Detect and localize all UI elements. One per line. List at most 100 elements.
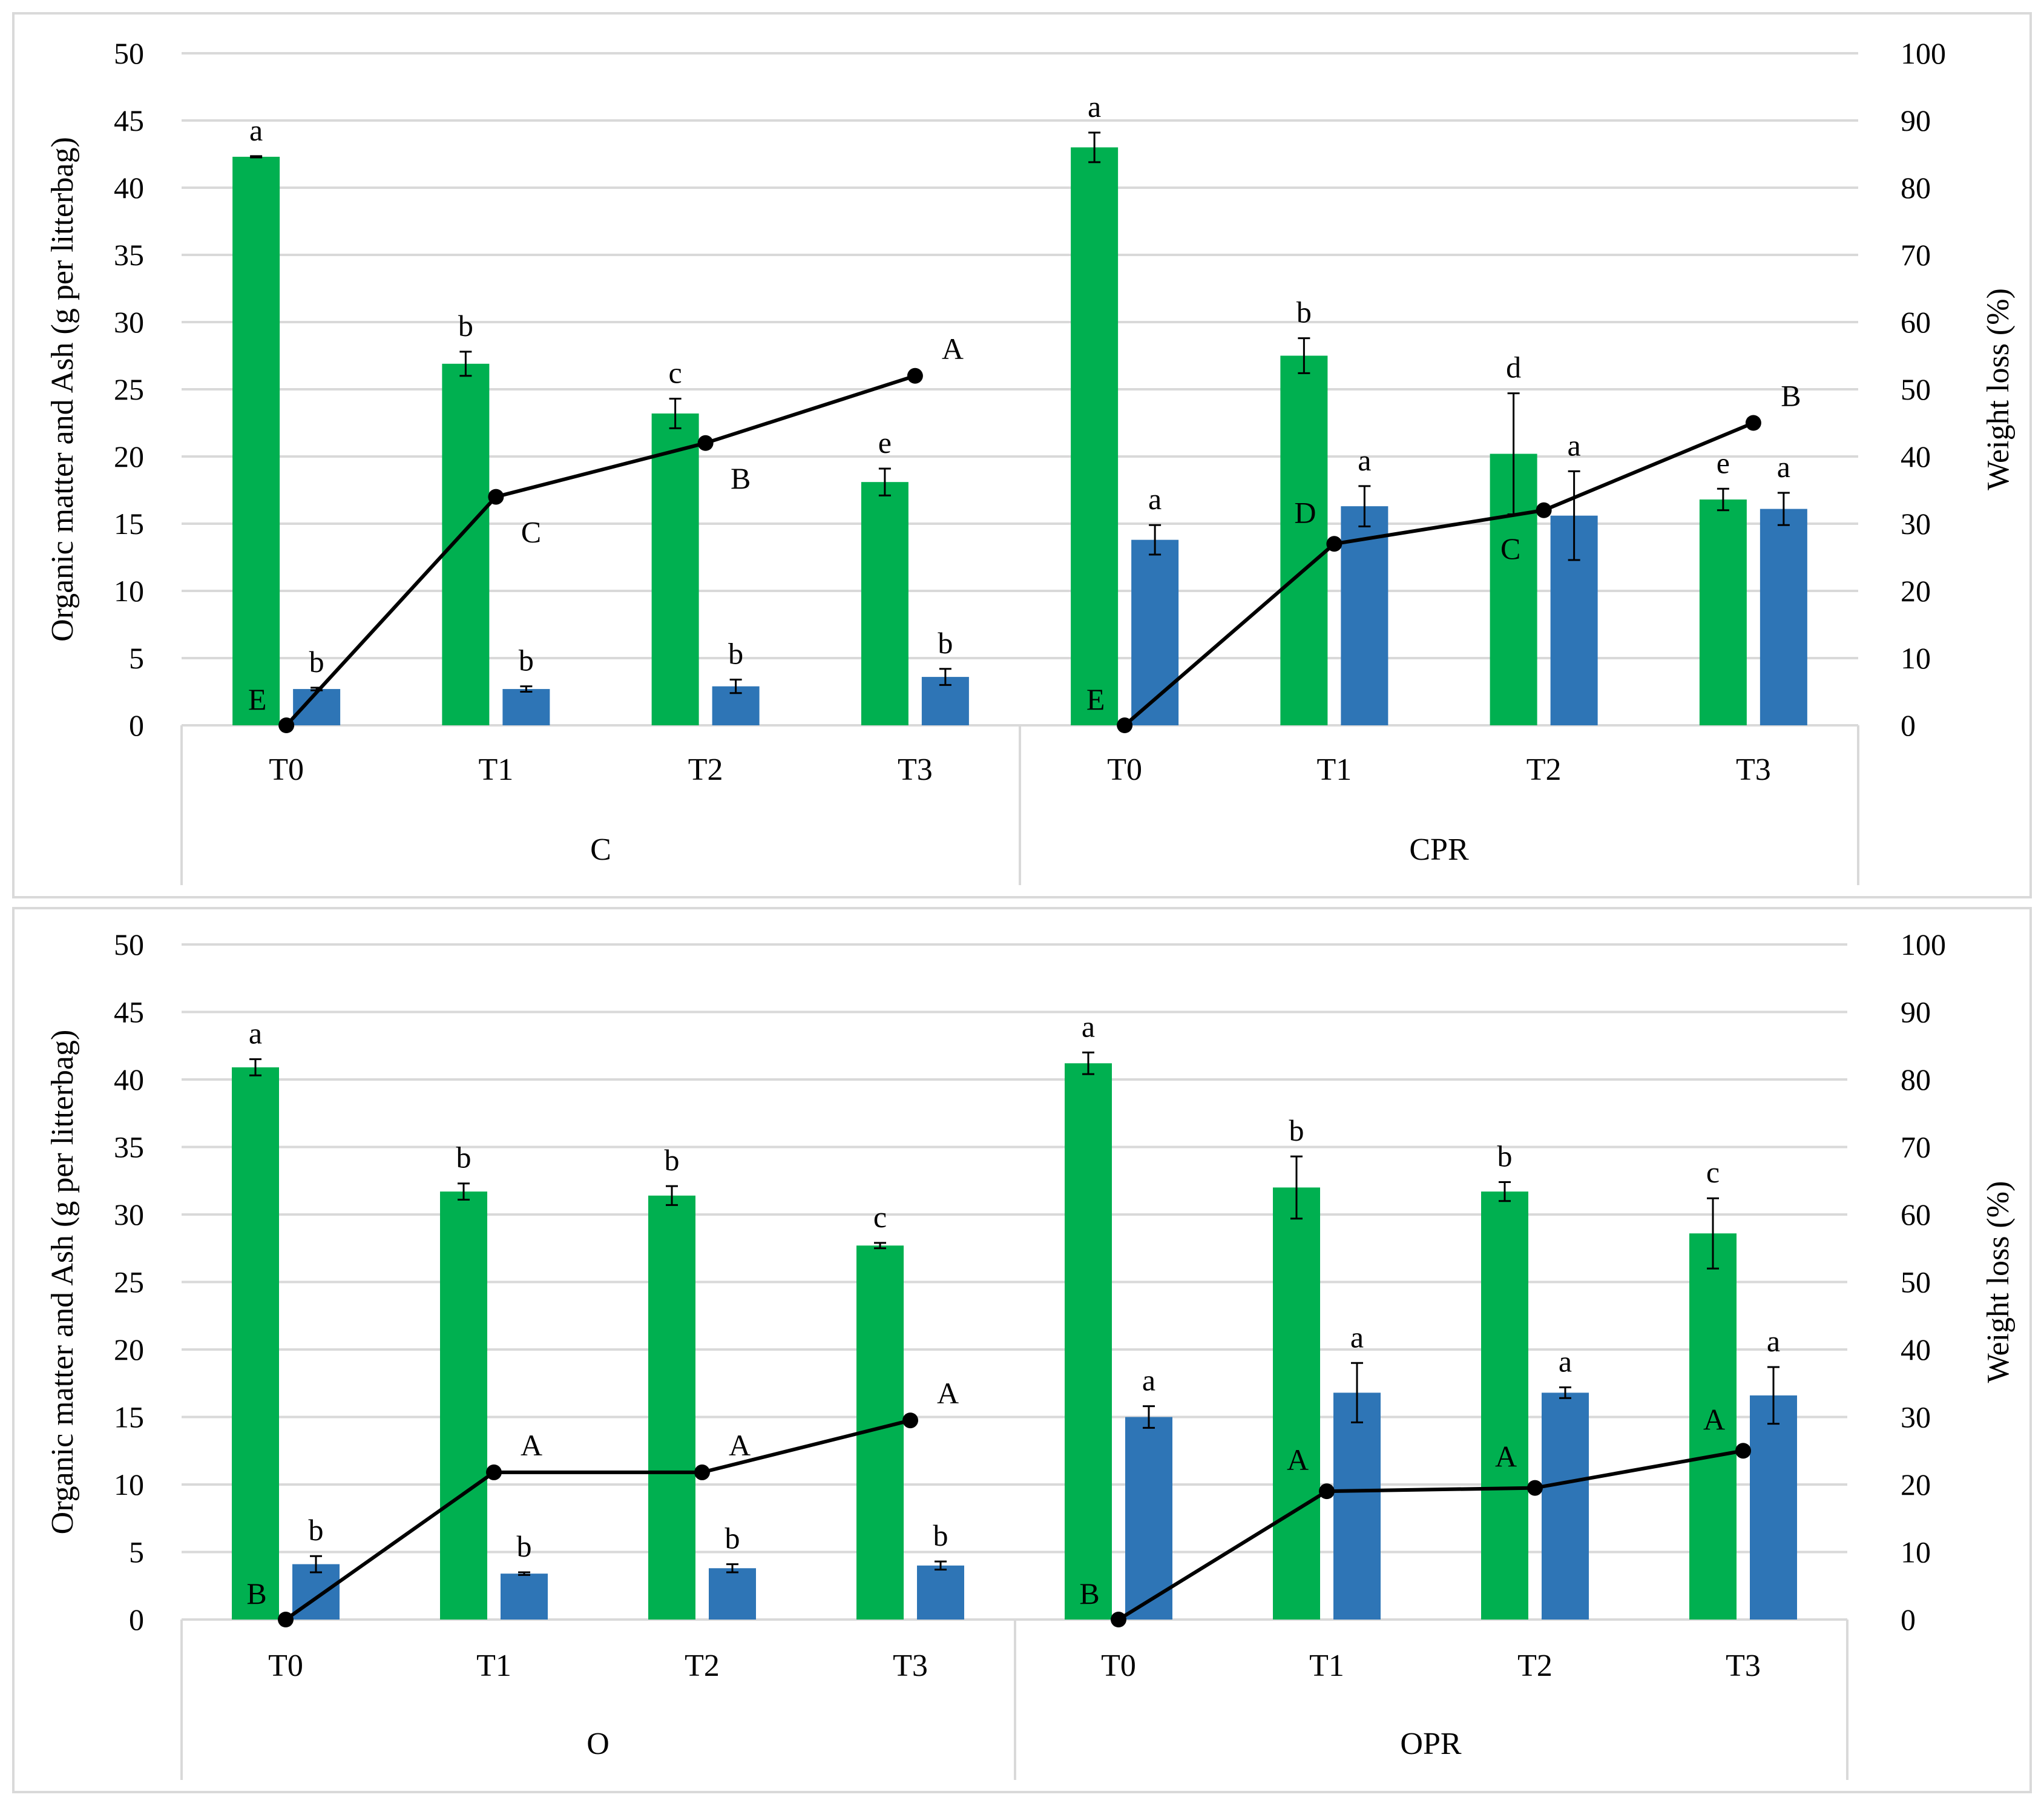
significance-letter: a <box>1148 482 1162 516</box>
chart-panel-top: 0 5 10 15 20 25 30 35 40 45 50 0 10 20 30 40 50 60 70 80 90 1… <box>12 12 2032 898</box>
category-label: T0 <box>1101 1649 1136 1683</box>
category-label: T3 <box>1726 1649 1761 1683</box>
y-tick-label: 45 <box>114 104 144 137</box>
significance-letter: e <box>878 426 892 460</box>
weight-loss-letter: A <box>1287 1443 1309 1477</box>
weight-loss-point <box>486 1464 502 1480</box>
significance-letter: a <box>1358 443 1371 477</box>
weight-loss-line <box>284 1419 911 1621</box>
significance-letter: b <box>1289 1113 1304 1147</box>
category-label: T3 <box>1736 753 1771 787</box>
category-label: T2 <box>685 1649 720 1683</box>
significance-letter: b <box>728 637 743 671</box>
weight-loss-letter: B <box>1079 1577 1099 1610</box>
organic-matter-bar <box>861 482 909 725</box>
weight-loss-letter: E <box>1086 682 1105 716</box>
significance-letter: a <box>1559 1344 1572 1378</box>
y-tick-label: 30 <box>114 305 144 339</box>
organic-matter-bar <box>440 1191 487 1620</box>
category-label: T3 <box>893 1649 928 1683</box>
y-tick-label: 5 <box>129 641 144 675</box>
weight-loss-line <box>1123 421 1755 727</box>
weight-loss-point <box>1745 415 1761 431</box>
group-label: CPR <box>1409 832 1469 867</box>
weight-loss-point <box>1111 1612 1126 1627</box>
y2-tick-label: 0 <box>1901 708 1916 742</box>
ash-bar <box>1760 509 1807 725</box>
weight-loss-point <box>902 1412 918 1429</box>
weight-loss-letter: D <box>1294 495 1316 529</box>
significance-letter: c <box>1706 1155 1720 1189</box>
significance-letter: b <box>938 626 953 660</box>
panel-frame <box>12 12 2032 898</box>
y-tick-label: 40 <box>114 1063 144 1096</box>
significance-letter: a <box>249 113 263 147</box>
weight-loss-letter: C <box>1500 532 1520 565</box>
weight-loss-letter: A <box>1703 1402 1725 1436</box>
weight-loss-point <box>1326 536 1342 552</box>
ash-bar <box>1333 1392 1381 1620</box>
ash-bar <box>501 1574 548 1620</box>
weight-loss-line <box>1117 1449 1744 1621</box>
weight-loss-point <box>488 489 504 505</box>
organic-matter-bar <box>1273 1187 1320 1620</box>
ash-bar <box>502 689 550 725</box>
weight-loss-letter: B <box>246 1577 266 1610</box>
ash-bar <box>1125 1417 1172 1620</box>
weight-loss-letter: A <box>729 1428 751 1462</box>
significance-letter: a <box>1767 1324 1780 1358</box>
weight-loss-point <box>278 1612 294 1627</box>
category-label: T0 <box>268 1649 303 1683</box>
significance-letter: b <box>725 1521 740 1555</box>
y2-tick-label: 20 <box>1901 574 1931 608</box>
significance-letter: e <box>1717 446 1730 480</box>
organic-matter-bar <box>1065 1063 1112 1620</box>
organic-matter-bar <box>1071 147 1119 725</box>
weight-loss-point <box>1319 1483 1335 1500</box>
weight-loss-point <box>1735 1443 1751 1459</box>
y2-tick-label: 40 <box>1901 440 1931 473</box>
y-axis-title: Organic matter and Ash (g per litterbag) <box>45 137 80 642</box>
weight-loss-point <box>278 717 295 733</box>
category-label: T3 <box>898 753 933 787</box>
significance-letter: b <box>519 644 534 677</box>
significance-letter: a <box>1777 450 1790 484</box>
y-tick-label: 25 <box>114 1265 144 1299</box>
significance-letter: b <box>309 645 324 679</box>
category-label: T2 <box>1517 1649 1553 1683</box>
weight-loss-point <box>697 435 714 451</box>
y-tick-label: 10 <box>114 574 144 608</box>
y-tick-label: 35 <box>114 238 144 272</box>
weight-loss-letter: B <box>1781 379 1801 413</box>
organic-matter-bar <box>651 413 699 725</box>
significance-letter: c <box>669 356 682 390</box>
y-tick-label: 5 <box>129 1535 144 1569</box>
group-C: C T0 a b T1 b b T2 c b T3 e b E C B A <box>232 113 969 867</box>
y-tick-label: 10 <box>114 1468 144 1501</box>
ash-bar <box>1131 539 1179 725</box>
organic-matter-bar <box>1689 1233 1737 1620</box>
y-tick-label: 35 <box>114 1130 144 1164</box>
weight-loss-letter: E <box>248 682 267 716</box>
weight-loss-letter: A <box>521 1428 542 1462</box>
category-label: T2 <box>688 753 723 787</box>
category-label: T1 <box>1316 753 1352 787</box>
ash-bar <box>709 1568 756 1620</box>
weight-loss-point <box>1527 1480 1543 1496</box>
weight-loss-letter: A <box>1495 1440 1517 1474</box>
y2-tick-label: 90 <box>1901 995 1931 1029</box>
organic-matter-bar <box>1481 1191 1528 1620</box>
organic-matter-bar <box>442 363 490 725</box>
y2-tick-label: 20 <box>1901 1468 1931 1501</box>
significance-letter: a <box>1350 1320 1364 1354</box>
y2-tick-label: 30 <box>1901 1400 1931 1434</box>
weight-loss-letter: B <box>731 461 751 495</box>
significance-letter: b <box>933 1518 948 1552</box>
weight-loss-point <box>1117 717 1133 733</box>
y2-axis-title: Weight loss (%) <box>1981 288 2016 490</box>
y2-tick-label: 0 <box>1901 1603 1916 1636</box>
y2-tick-label: 30 <box>1901 507 1931 541</box>
y-tick-label: 30 <box>114 1198 144 1231</box>
panel-frame <box>12 907 2032 1793</box>
significance-letter: b <box>1497 1139 1513 1173</box>
